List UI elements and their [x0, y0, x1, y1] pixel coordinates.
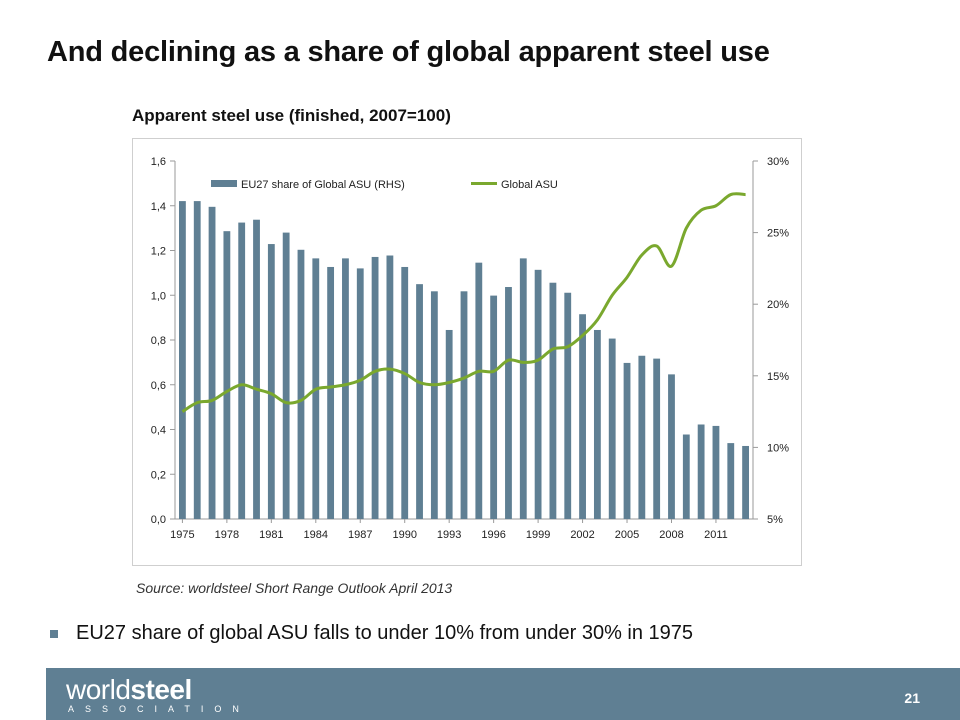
- bar: [430, 291, 438, 519]
- bar: [490, 295, 498, 519]
- global-asu-line: [181, 192, 746, 413]
- bar: [742, 445, 749, 519]
- bar: [356, 268, 364, 519]
- y-left-tick-label: 1,2: [151, 246, 166, 258]
- x-tick-label: 2005: [615, 529, 639, 541]
- x-tick-label: 1993: [437, 529, 461, 541]
- x-tick-label: 1975: [170, 529, 194, 541]
- bar: [712, 425, 720, 519]
- x-tick-label: 1999: [526, 529, 550, 541]
- logo-word-world: world: [66, 674, 131, 705]
- y-right-tick-label: 10%: [767, 442, 789, 454]
- x-tick-label: 2002: [570, 529, 594, 541]
- y-left-tick-label: 1,0: [151, 290, 166, 302]
- logo-subtitle: ASSOCIATION: [68, 704, 250, 714]
- bar: [416, 284, 423, 519]
- steel-use-chart: 0,0 0,2 0,4 0,6 0,8 1,0 1,2 1,4 1,6 5% 10% 15% 20% 25…: [151, 156, 790, 541]
- bar: [193, 201, 201, 519]
- x-tick-label: 2008: [659, 529, 683, 541]
- bar: [460, 291, 468, 519]
- y-left-tick-label: 0,8: [151, 335, 166, 347]
- chart-area: 0,0 0,2 0,4 0,6 0,8 1,0 1,2 1,4 1,6 5% 10% 15% 20% 25…: [132, 138, 802, 566]
- bar: [593, 329, 601, 519]
- y-right-tick-label: 30%: [767, 156, 789, 168]
- square-bullet-icon: [50, 629, 58, 638]
- x-tick-label: 2011: [704, 529, 728, 541]
- y-left-tick-label: 0,6: [151, 380, 166, 392]
- x-tick-label: 1996: [481, 529, 505, 541]
- bar: [297, 249, 305, 519]
- bar: [253, 219, 260, 519]
- y-right-tick-label: 5%: [767, 514, 783, 526]
- y-left-tick-label: 0,4: [151, 425, 166, 437]
- x-tick-label: 1978: [215, 529, 239, 541]
- bar: [282, 232, 290, 519]
- bullet-text: EU27 share of global ASU falls to under …: [76, 622, 694, 644]
- bar: [475, 262, 483, 519]
- source-note: Source: worldsteel Short Range Outlook A…: [136, 580, 453, 596]
- bullet-point: EU27 share of global ASU falls to under …: [50, 622, 693, 645]
- bar: [549, 282, 557, 519]
- bar: [327, 266, 335, 519]
- bar: [697, 424, 705, 519]
- slide-title: And declining as a share of global appar…: [47, 36, 770, 68]
- y-left-tick-label: 1,6: [151, 156, 166, 168]
- bar: [371, 256, 379, 519]
- x-tick-label: 1981: [259, 529, 283, 541]
- footer-spacer: [0, 668, 46, 720]
- legend-swatch-bar: [211, 180, 237, 187]
- footer-bar: world steel ASSOCIATION 21: [0, 668, 960, 720]
- bar: [608, 338, 616, 519]
- y-left-tick-label: 0,0: [151, 514, 166, 526]
- bar: [564, 292, 572, 519]
- bar: [534, 269, 542, 519]
- legend-label-line: Global ASU: [501, 179, 558, 191]
- y-left-tick-label: 0,2: [151, 469, 166, 481]
- bar: [386, 255, 394, 519]
- chart-title: Apparent steel use (finished, 2007=100): [132, 106, 451, 125]
- bar: [727, 443, 735, 519]
- bar: [179, 201, 186, 519]
- bar: [653, 358, 661, 519]
- bar: [445, 329, 453, 519]
- bar: [519, 258, 527, 519]
- x-tick-label: 1984: [304, 529, 328, 541]
- legend-label-bar: EU27 share of Global ASU (RHS): [241, 179, 405, 191]
- worldsteel-logo: world steel ASSOCIATION: [66, 676, 250, 715]
- y-right-tick-label: 25%: [767, 228, 789, 240]
- bar: [623, 362, 631, 519]
- bar: [342, 258, 349, 519]
- page-number: 21: [904, 690, 920, 706]
- bar: [579, 314, 586, 519]
- bar: [401, 266, 409, 519]
- bar: [682, 434, 690, 519]
- x-tick-label: 1990: [392, 529, 416, 541]
- bar: [668, 374, 675, 519]
- bar: [208, 206, 216, 519]
- bar: [238, 222, 246, 519]
- x-tick-label: 1987: [348, 529, 372, 541]
- bar: [267, 244, 275, 519]
- y-right-tick-label: 20%: [767, 299, 789, 311]
- y-right-tick-label: 15%: [767, 371, 789, 383]
- bar: [505, 287, 512, 519]
- logo-word-steel: steel: [130, 674, 192, 705]
- bar: [223, 231, 231, 519]
- y-left-tick-label: 1,4: [151, 201, 166, 213]
- bar: [638, 355, 646, 519]
